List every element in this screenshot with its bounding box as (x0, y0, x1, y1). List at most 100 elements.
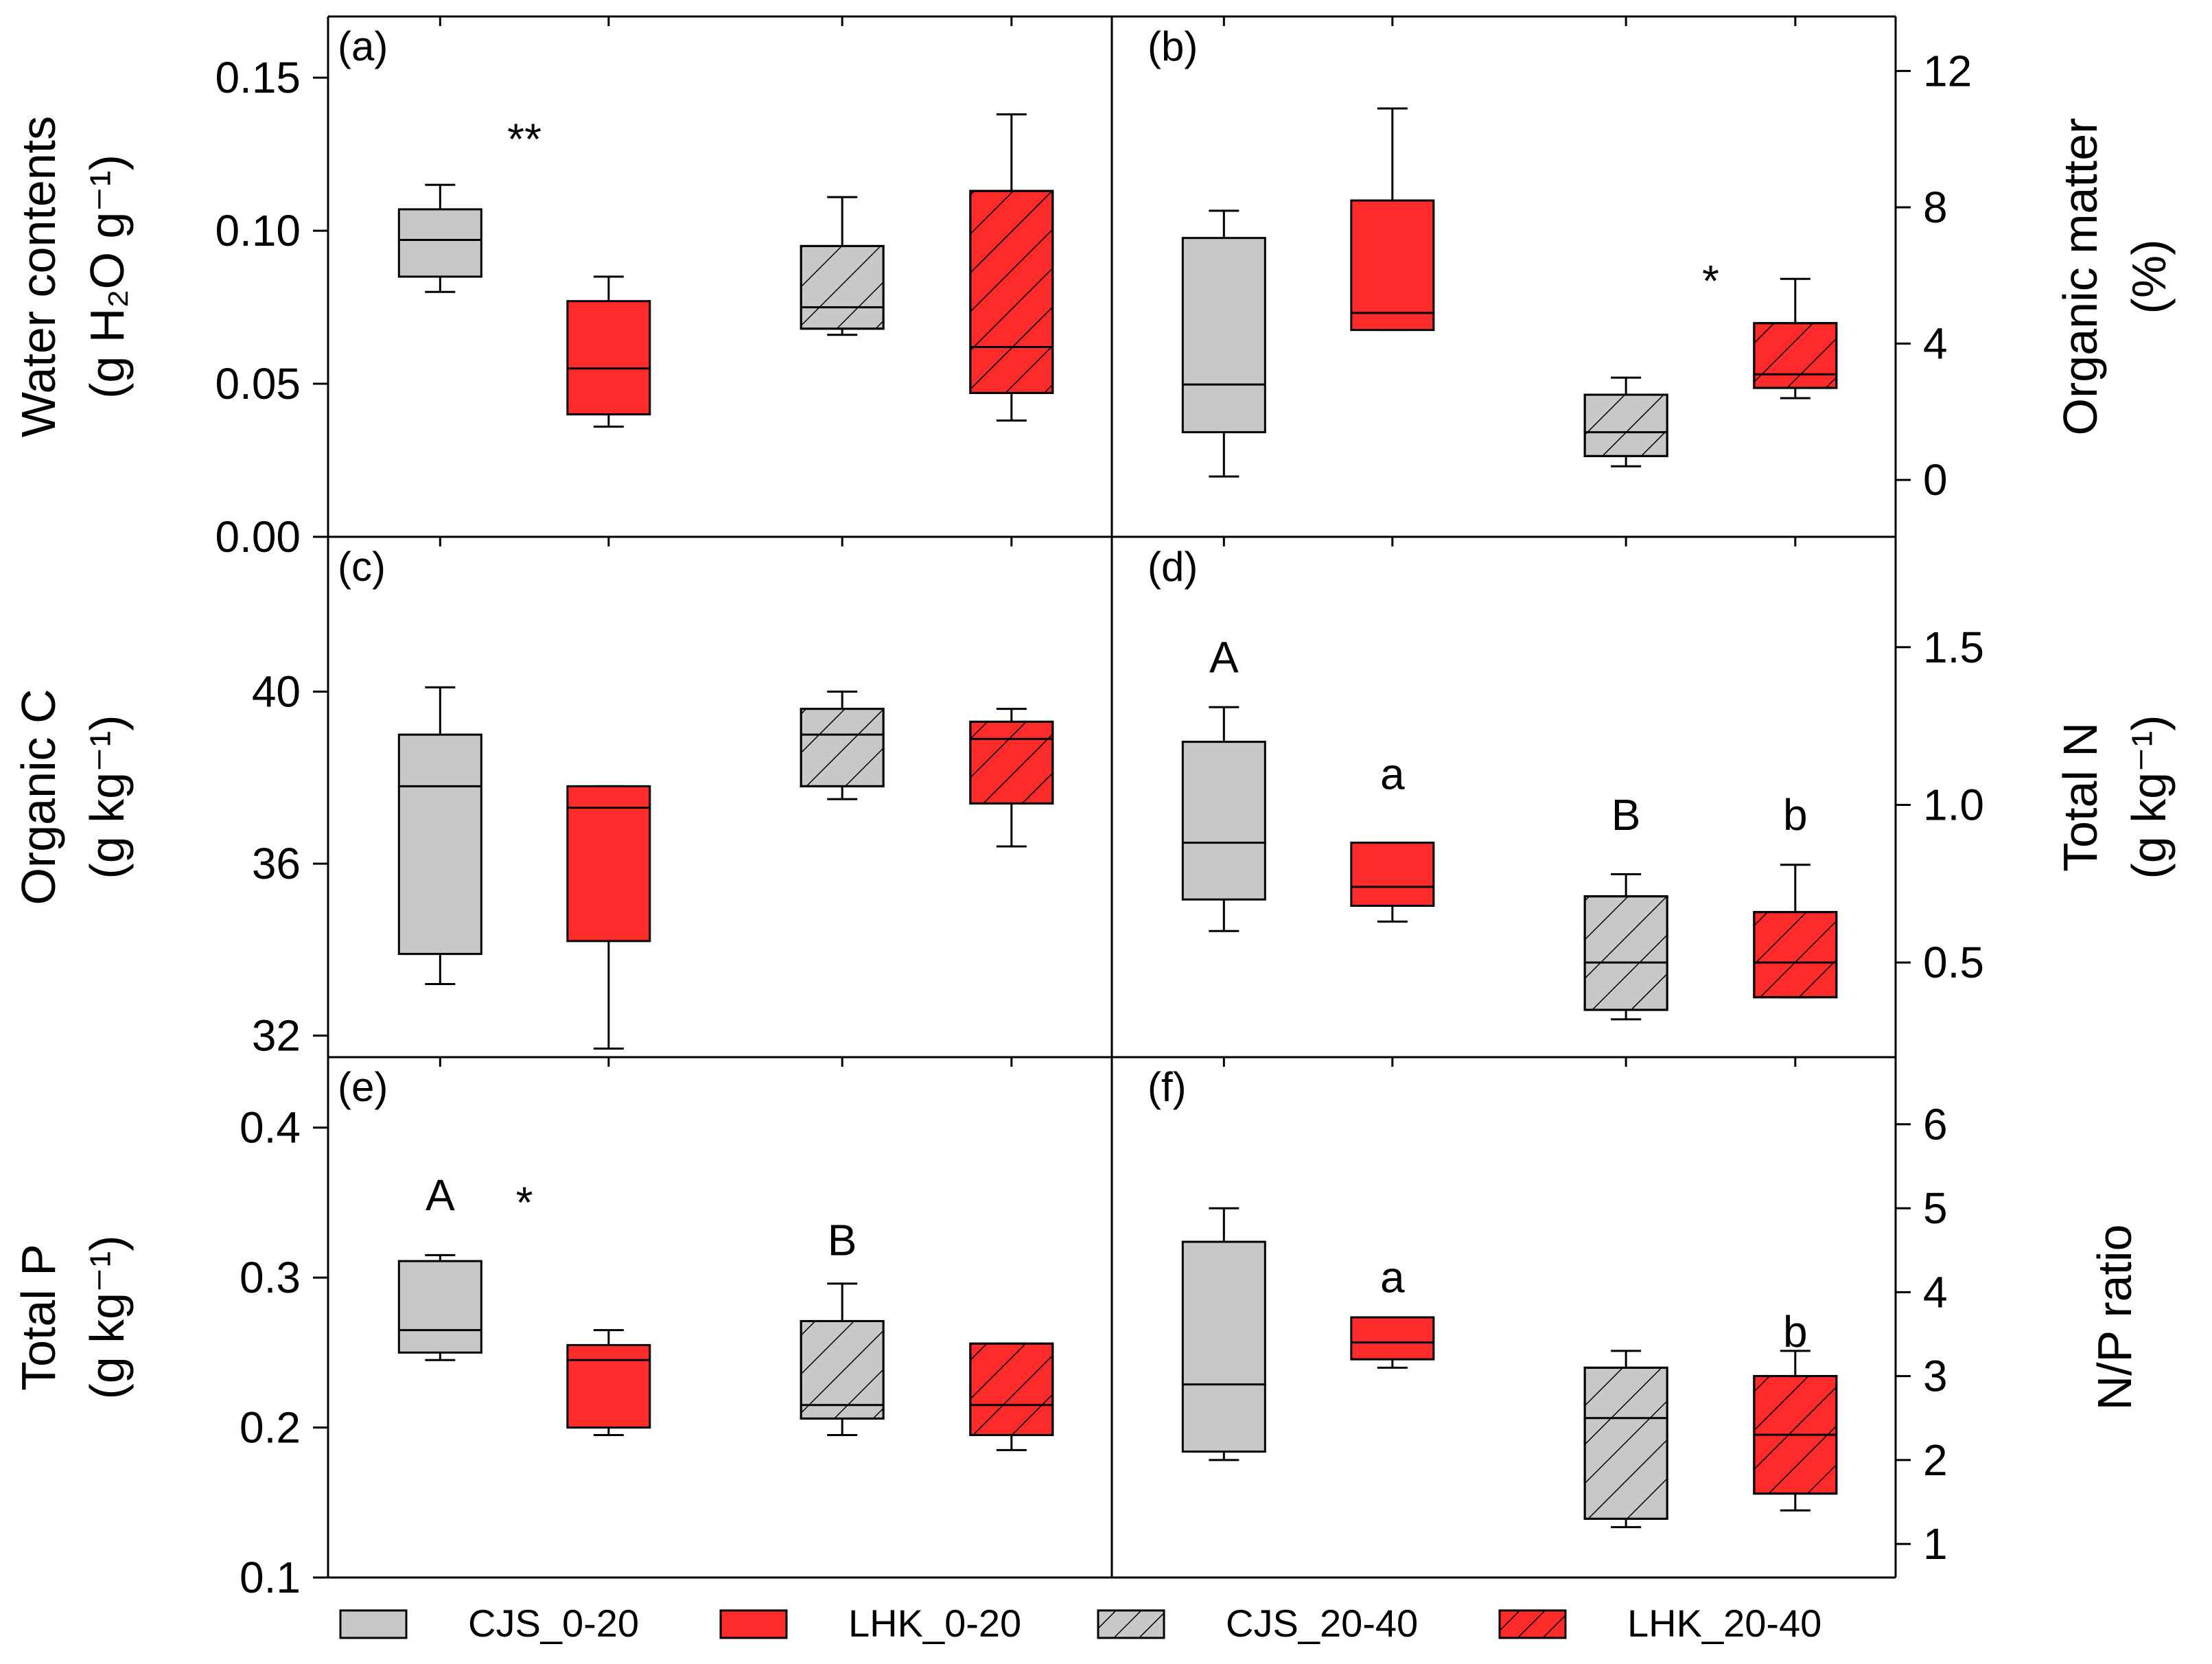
y-tick-label: 0.2 (240, 1403, 301, 1453)
left-axis-title: (g kg⁻¹) (80, 1235, 134, 1399)
y-tick-label: 4 (1923, 319, 1948, 369)
y-tick-label: 32 (252, 1011, 301, 1061)
left-axis-row-3: 0.1 0.2 0.3 0.4 Total P (g kg⁻¹) (12, 1103, 328, 1602)
y-tick-label: 0.15 (215, 53, 301, 102)
legend-item-lhk-20-40: LHK_20-40 (1498, 1602, 1821, 1645)
legend-item-lhk-0-20: LHK_0-20 (719, 1602, 1021, 1645)
box-hatch (800, 1319, 885, 1420)
panel-label: (d) (1148, 544, 1198, 590)
box-iqr (397, 1260, 482, 1354)
box-lhk-20-40 (969, 708, 1054, 848)
box-iqr (1181, 237, 1266, 434)
y-tick-label: 2 (1923, 1435, 1948, 1485)
left-axis-row-1: 0.00 0.05 0.10 0.15 Water contents (g H₂O g⁻¹… (12, 53, 328, 562)
box-cjs-0-20 (397, 1253, 482, 1361)
box-hatch (969, 189, 1054, 394)
legend-item-cjs-0-20: CJS_0-20 (339, 1602, 639, 1645)
legend-swatch (719, 1609, 788, 1639)
box-lhk-0-20 (566, 1329, 651, 1436)
box-cjs-0-20 (1181, 1207, 1266, 1461)
significance-label: B (1611, 790, 1641, 840)
box-hatch (1753, 911, 1838, 999)
box-lhk-0-20 (566, 785, 651, 1050)
legend-item-cjs-20-40: CJS_20-40 (1097, 1602, 1418, 1645)
y-tick-label: 8 (1923, 183, 1948, 232)
frame (327, 15, 1897, 1579)
significance-label: a (1380, 1252, 1405, 1302)
panel-b: * (b) (1148, 16, 1838, 478)
left-axis-row-2: 32 36 40 Organic C (g kg⁻¹) (12, 667, 328, 1061)
box-iqr (397, 733, 482, 956)
y-tick-label: 6 (1923, 1100, 1948, 1149)
significance-label: b (1783, 1307, 1808, 1356)
legend-label: LHK_0-20 (848, 1602, 1021, 1645)
legend-label: CJS_0-20 (468, 1602, 639, 1645)
box-cjs-0-20 (397, 686, 482, 986)
box-cjs-20-40 (1583, 376, 1668, 467)
y-tick-label: 0.1 (240, 1553, 301, 1602)
box-hatch (800, 244, 885, 330)
box-hatch (1583, 1366, 1668, 1520)
box-cjs-20-40 (800, 196, 885, 336)
left-axis-title: Total P (12, 1244, 65, 1391)
right-axis-row-2: 0.5 1.0 1.5 Total N (g kg⁻¹) (1896, 623, 2176, 987)
box-lhk-0-20 (1350, 107, 1435, 332)
y-tick-label: 4 (1923, 1267, 1948, 1317)
box-hatch (1583, 393, 1668, 457)
box-hatch (969, 720, 1054, 805)
box-hatch (800, 708, 885, 787)
panel-d: Aa B b (d) (1148, 537, 1838, 1021)
panel-label: (a) (338, 23, 388, 69)
y-tick-label: 3 (1923, 1352, 1948, 1401)
y-tick-label: 0.3 (240, 1253, 301, 1302)
y-tick-label: 1 (1923, 1519, 1948, 1569)
right-axis-title: (%) (2122, 240, 2176, 314)
y-tick-label: 0.10 (215, 206, 301, 255)
box-iqr (566, 300, 651, 416)
y-tick-label: 40 (252, 667, 301, 717)
box-lhk-20-40 (1753, 277, 1838, 400)
panels-layer: **(a)*(b)(c)AaB b(d)A *B(e)ab(f) (338, 16, 1838, 1529)
box-lhk-0-20 (1350, 1316, 1435, 1369)
y-tick-label: 12 (1923, 46, 1972, 95)
significance-label: A (1209, 633, 1239, 682)
box-cjs-20-40 (800, 691, 885, 800)
panel-label: (f) (1148, 1064, 1187, 1110)
box-hatch (1753, 322, 1838, 389)
box-iqr (1350, 842, 1435, 907)
box-cjs-20-40 (1583, 1350, 1668, 1529)
legend-swatch-hatch (1498, 1609, 1567, 1639)
box-cjs-0-20 (397, 183, 482, 293)
panel-e: A * B (e) (338, 1057, 1054, 1451)
box-lhk-20-40 (969, 113, 1054, 422)
significance-label: * (516, 1178, 533, 1227)
significance-label: B (828, 1215, 857, 1264)
panel-a: ** (a) (338, 16, 1054, 428)
box-iqr (1181, 1240, 1266, 1453)
right-axis-title: N/P ratio (2088, 1224, 2141, 1410)
legend-swatch-hatch (1097, 1609, 1165, 1639)
panel-label: (e) (338, 1064, 388, 1110)
legend-label: LHK_20-40 (1627, 1602, 1821, 1645)
box-iqr (1350, 1316, 1435, 1361)
box-hatch (969, 1342, 1054, 1436)
left-axis-title: (g kg⁻¹) (80, 715, 134, 879)
y-tick-label: 0.00 (215, 512, 301, 562)
significance-label: A (426, 1170, 455, 1220)
panel-label: (b) (1148, 23, 1198, 69)
significance-label: ** (507, 115, 542, 164)
y-tick-label: 1.0 (1923, 780, 1984, 829)
box-cjs-0-20 (1181, 209, 1266, 478)
left-axis-title: (g H₂O g⁻¹) (80, 154, 134, 399)
legend-swatch (339, 1609, 408, 1639)
box-iqr (1350, 199, 1435, 332)
box-iqr (566, 785, 651, 943)
right-axis-title: Organic matter (2053, 118, 2107, 436)
y-tick-label: 0.5 (1923, 938, 1984, 987)
panel-c: (c) (338, 537, 1054, 1050)
y-tick-label: 1.5 (1923, 623, 1984, 672)
y-tick-label: 5 (1923, 1183, 1948, 1233)
legend: CJS_0-20 LHK_0-20 CJS_20-40 LHK_20-40 (339, 1602, 1821, 1645)
